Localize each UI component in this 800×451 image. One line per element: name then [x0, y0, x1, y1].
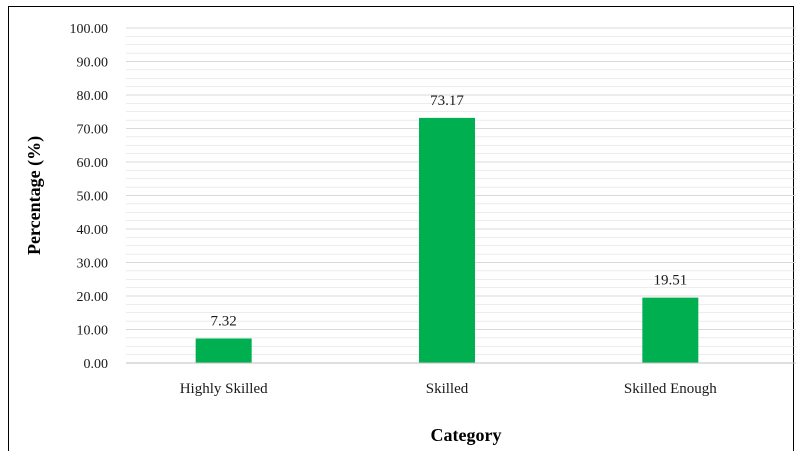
y-tick-label: 20.00 [77, 290, 109, 305]
y-tick-label: 100.00 [70, 22, 109, 37]
bar-skilled-enough [642, 297, 699, 363]
y-axis-title: Percentage (%) [24, 136, 45, 255]
y-tick-label: 90.00 [77, 56, 109, 71]
y-tick-label: 50.00 [77, 190, 109, 205]
x-category-label: Skilled Enough [624, 381, 717, 397]
data-label: 19.51 [653, 273, 687, 289]
data-label: 73.17 [430, 93, 464, 109]
y-tick-label: 10.00 [77, 324, 109, 339]
y-axis-ticks: 0.00 10.00 20.00 30.00 40.00 50.00 60.00 70.00 8… [70, 22, 109, 372]
bar-skilled [419, 117, 475, 364]
data-label: 7.32 [211, 313, 237, 329]
bars [195, 117, 699, 364]
y-tick-label: 70.00 [77, 123, 109, 138]
y-tick-label: 80.00 [77, 89, 109, 104]
x-axis-categories: Highly Skilled Skilled Skilled Enough [180, 381, 718, 397]
y-tick-label: 60.00 [77, 156, 109, 171]
x-axis-title: Category [431, 425, 502, 445]
bar-highly-skilled [195, 338, 252, 363]
y-tick-label: 0.00 [84, 357, 109, 372]
y-tick-label: 30.00 [77, 257, 109, 272]
x-category-label: Highly Skilled [180, 381, 268, 397]
x-category-label: Skilled [426, 381, 469, 397]
data-labels: 7.32 73.17 19.51 [211, 93, 688, 330]
y-tick-label: 40.00 [77, 223, 109, 238]
